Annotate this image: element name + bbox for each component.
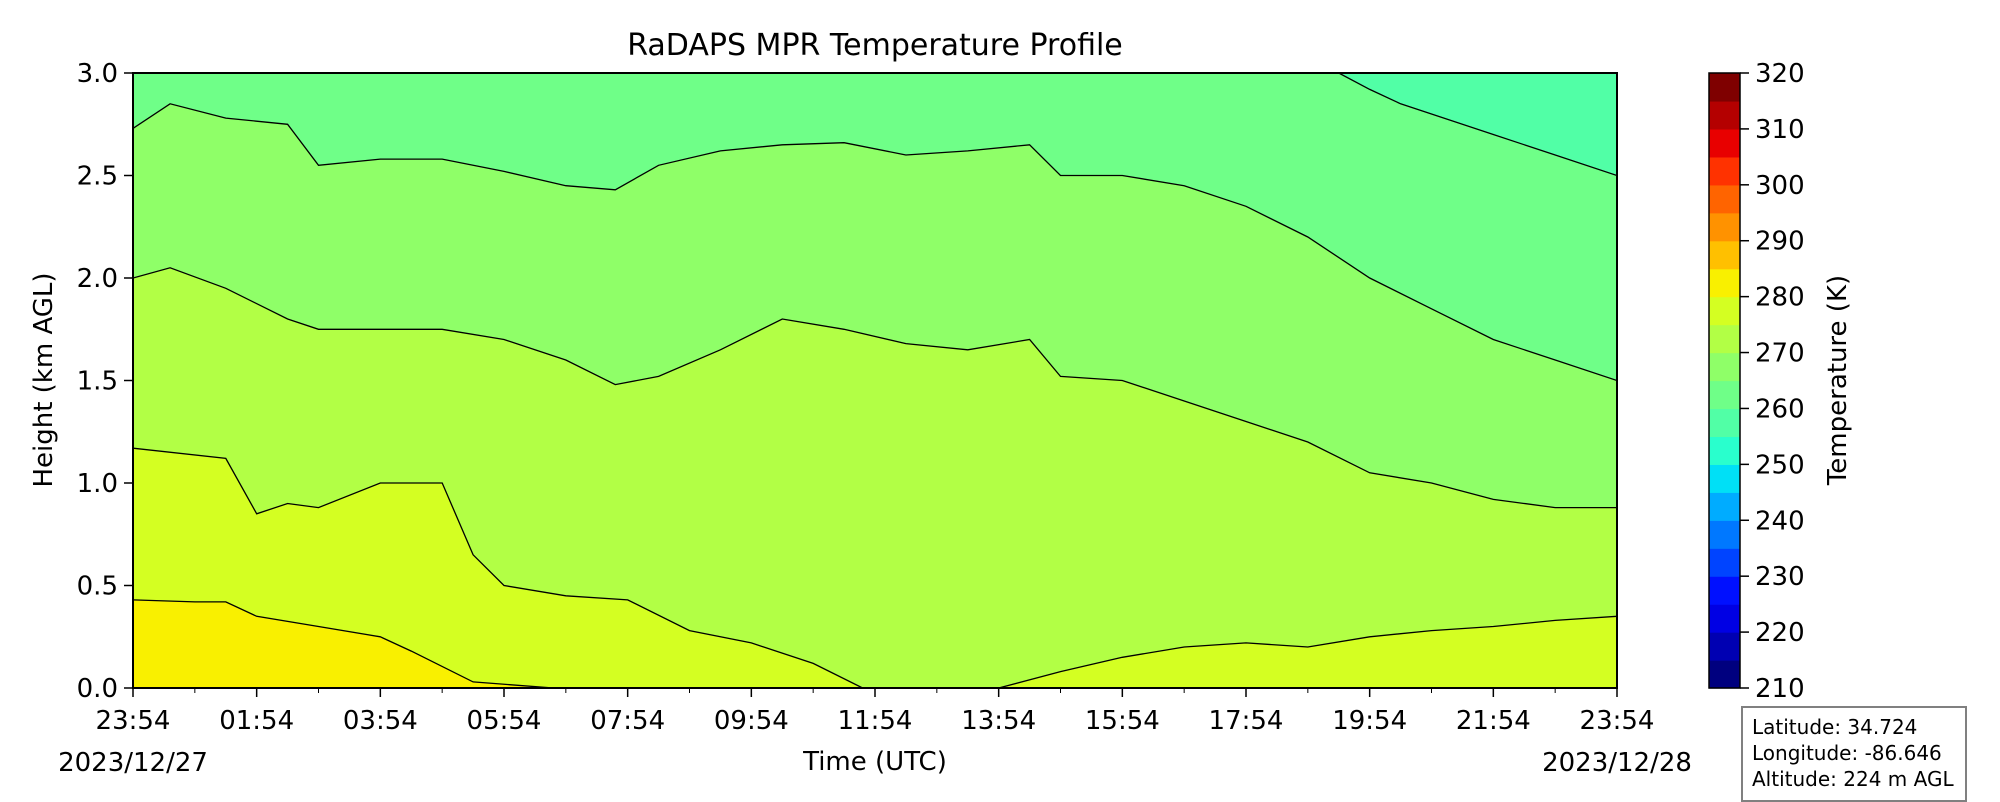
colorbar-segment — [1709, 156, 1740, 186]
colorbar-segment — [1709, 492, 1740, 521]
contour-line-260 — [1338, 73, 1617, 177]
colorbar-label: Temperature (K) — [1823, 275, 1853, 486]
colorbar-tick-label: 250 — [1755, 450, 1805, 480]
y-tick-label: 3.0 — [77, 59, 118, 89]
x-tick-label: 17:54 — [1209, 706, 1284, 736]
x-tick-label: 19:54 — [1332, 706, 1407, 736]
x-tick-label: 05:54 — [467, 706, 542, 736]
x-axis-label: Time (UTC) — [802, 747, 947, 777]
contour-line-275 — [133, 447, 863, 688]
colorbar-tick-label: 210 — [1755, 674, 1805, 704]
altitude-text: Altitude: 224 m AGL — [1752, 767, 1954, 791]
x-tick-label: 23:54 — [96, 706, 171, 736]
colorbar-tick-label: 280 — [1755, 283, 1805, 313]
colorbar-segment — [1709, 548, 1740, 577]
colorbar-tick-label: 270 — [1755, 339, 1805, 369]
colorbar-segment — [1709, 296, 1740, 326]
colorbar-tick-label: 320 — [1755, 59, 1805, 89]
colorbar-segment — [1709, 324, 1740, 354]
longitude-text: Longitude: -86.646 — [1752, 741, 1942, 765]
band-fill — [1338, 73, 1617, 176]
colorbar-tick-label: 220 — [1755, 618, 1805, 648]
colorbar-frame — [1708, 72, 1741, 689]
colorbar-tick-label: 260 — [1755, 394, 1805, 424]
x-tick-label: 21:54 — [1456, 706, 1531, 736]
colorbar-segment — [1709, 464, 1740, 493]
y-axis-label: Height (km AGL) — [29, 272, 59, 487]
colorbar-segment — [1709, 436, 1740, 465]
colorbar-segment — [1709, 352, 1740, 382]
colorbar-segment — [1709, 268, 1740, 298]
colorbar — [1709, 73, 1740, 689]
colorbar-segment — [1709, 520, 1740, 549]
station-info-box: Latitude: 34.724 Longitude: -86.646 Alti… — [1741, 706, 1967, 802]
x-axis: 23:54 01:54 03:54 05:54 07:54 09:54 11:54 13:54… — [96, 688, 1655, 736]
y-tick-label: 2.0 — [77, 264, 118, 294]
colorbar-segment — [1709, 73, 1740, 102]
colorbar-tick-label: 300 — [1755, 171, 1805, 201]
x-tick-label: 09:54 — [714, 706, 789, 736]
colorbar-tick-label: 230 — [1755, 562, 1805, 592]
y-tick-label: 1.0 — [77, 469, 118, 499]
x-tick-label: 07:54 — [590, 706, 665, 736]
y-tick-label: 0.5 — [77, 572, 118, 602]
colorbar-segment — [1709, 632, 1740, 661]
colorbar-segment — [1709, 380, 1740, 410]
x-tick-label: 23:54 — [1580, 706, 1655, 736]
colorbar-segment — [1709, 184, 1740, 214]
contour-line-270 — [133, 267, 1617, 509]
colorbar-segment — [1709, 240, 1740, 270]
y-tick-label: 0.0 — [77, 674, 118, 704]
chart-title: RaDAPS MPR Temperature Profile — [627, 28, 1123, 63]
contour-line-265 — [133, 103, 1617, 382]
colorbar-segment — [1709, 408, 1740, 438]
colorbar-tick-label: 240 — [1755, 506, 1805, 536]
x-tick-label: 13:54 — [961, 706, 1036, 736]
colorbar-segment — [1709, 576, 1740, 605]
colorbar-ticks: 210 220 230 240 250 260 270 280 290 300 310 320 — [1740, 59, 1805, 704]
colorbar-segment — [1709, 212, 1740, 242]
colorbar-segment — [1709, 100, 1740, 130]
colorbar-tick-label: 290 — [1755, 227, 1805, 257]
latitude-text: Latitude: 34.724 — [1752, 715, 1918, 739]
band-fill — [133, 599, 554, 688]
y-axis: 0.0 0.5 1.0 1.5 2.0 2.5 3.0 — [77, 59, 133, 704]
y-tick-label: 2.5 — [77, 162, 118, 192]
contour-line-280 — [133, 599, 554, 688]
y-tick-label: 1.5 — [77, 367, 118, 397]
colorbar-segment — [1709, 128, 1740, 158]
date-end-label: 2023/12/28 — [1542, 748, 1692, 778]
x-tick-label: 01:54 — [219, 706, 294, 736]
band-fill — [133, 267, 1617, 688]
temperature-field — [133, 73, 1617, 688]
contour-line-275 — [998, 615, 1617, 688]
band-fill — [998, 616, 1617, 688]
date-start-label: 2023/12/27 — [58, 748, 208, 778]
x-tick-label: 03:54 — [343, 706, 418, 736]
contour-lines — [133, 73, 1617, 688]
x-tick-label: 11:54 — [838, 706, 913, 736]
colorbar-segment — [1709, 604, 1740, 633]
colorbar-segment — [1709, 660, 1740, 689]
colorbar-tick-label: 310 — [1755, 115, 1805, 145]
x-tick-label: 15:54 — [1085, 706, 1160, 736]
